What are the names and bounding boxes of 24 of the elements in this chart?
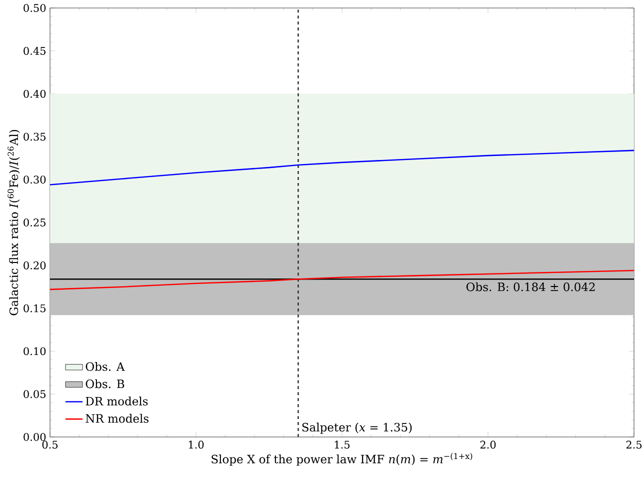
x-tick-label: 1.0	[188, 440, 204, 449]
x-axis-title: Slope X of the power law IMF n(m) = m$^{−(1+x)}$	[212, 452, 472, 466]
legend-label: DR models	[86, 396, 148, 406]
y-tick-label: 0.35	[24, 132, 46, 141]
legend-label: Obs. A	[86, 362, 125, 371]
y-tick-label: 0.00	[24, 433, 46, 441]
y-tick-label: 0.15	[24, 304, 46, 312]
ref-line-label: Obs. B: 0.184 ± 0.042	[466, 282, 595, 292]
x-tick-label: 2.0	[480, 440, 496, 449]
legend-label: Obs. B	[86, 379, 124, 388]
y-tick-label: 0.05	[24, 390, 46, 398]
y-tick-label: 0.45	[24, 46, 46, 55]
x-tick-label: 0.5	[42, 440, 58, 449]
y-tick-label: 0.20	[24, 261, 46, 270]
x-tick-label: 1.5	[334, 440, 350, 449]
y-tick-label: 0.30	[24, 176, 46, 184]
y-tick-label: 0.25	[24, 218, 46, 226]
y-tick-label: 0.40	[24, 90, 46, 98]
y-tick-label: 0.50	[24, 4, 46, 12]
ref-line-label: Salpeter (x = 1.35)	[302, 422, 412, 434]
x-tick-label: 2.5	[626, 440, 642, 449]
y-tick-label: 0.10	[24, 347, 46, 356]
legend-label: NR models	[86, 414, 149, 423]
line-series	[50, 150, 634, 186]
